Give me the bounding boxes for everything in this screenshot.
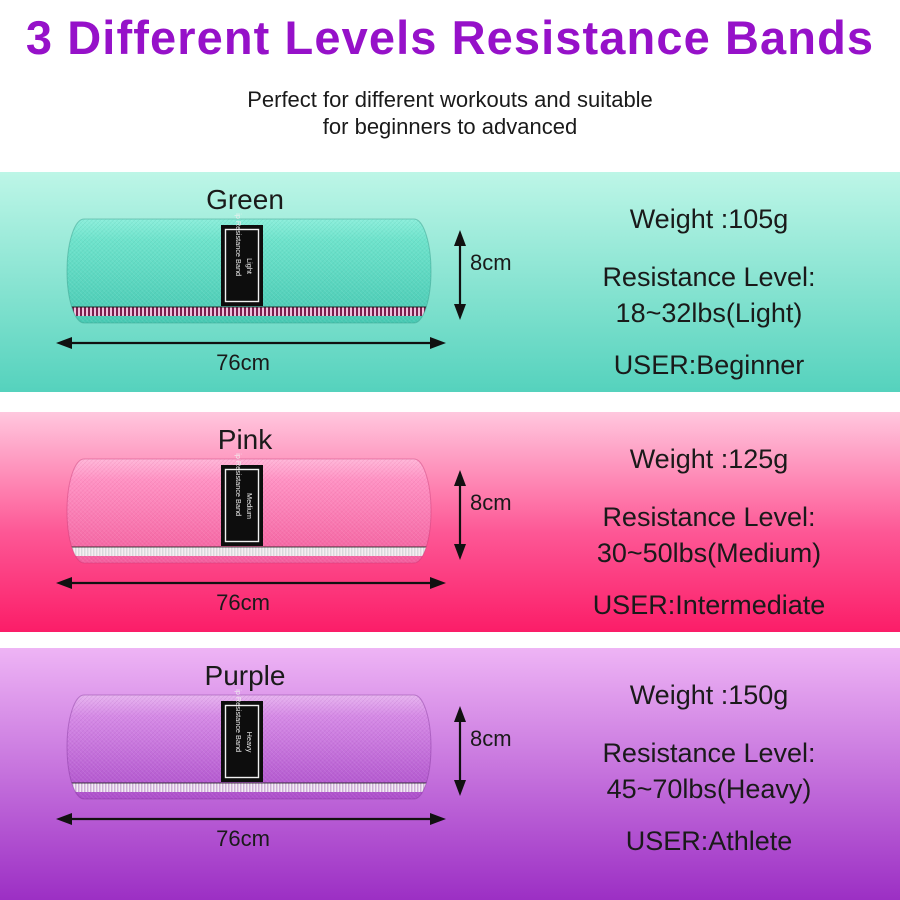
svg-text:Hip Resistance Band: Hip Resistance Band: [234, 689, 243, 752]
svg-text:Hip Resistance Band: Hip Resistance Band: [234, 213, 243, 276]
svg-text:Light: Light: [245, 258, 254, 274]
svg-text:Hip Resistance Band: Hip Resistance Band: [234, 453, 243, 516]
svg-text:Heavy: Heavy: [245, 732, 254, 753]
svg-text:Medium: Medium: [245, 493, 254, 519]
